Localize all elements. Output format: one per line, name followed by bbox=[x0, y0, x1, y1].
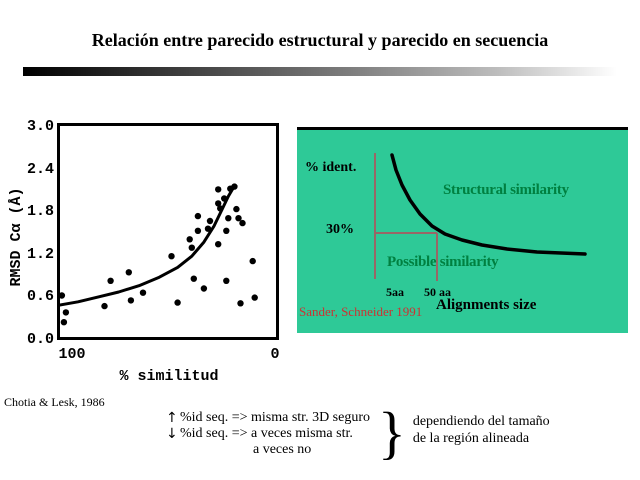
annotation-right-column: dependiendo del tamaño de la región alin… bbox=[413, 413, 550, 447]
scatter-citation: Chotia & Lesk, 1986 bbox=[4, 395, 105, 409]
scatter-data-point bbox=[101, 302, 108, 310]
y-tick-label: 2.4 bbox=[26, 160, 54, 178]
scatter-data-point bbox=[206, 217, 214, 225]
scatter-data-point bbox=[194, 212, 202, 220]
scatter-data-point bbox=[223, 277, 230, 284]
scatter-data-point bbox=[127, 297, 135, 304]
diagram-citation: Sander, Schneider 1991 bbox=[299, 304, 423, 319]
scatter-data-point bbox=[194, 227, 202, 234]
scatter-data-point bbox=[249, 257, 256, 265]
scatter-data-point bbox=[125, 269, 132, 276]
scatter-data-point bbox=[215, 186, 222, 193]
scatter-x-axis-label: % similitud bbox=[119, 368, 219, 385]
scatter-data-point bbox=[186, 236, 193, 243]
scatter-x-tick-100: 100 bbox=[58, 346, 86, 363]
scatter-data-point bbox=[215, 200, 222, 207]
diagram-threshold-label: 30% bbox=[326, 222, 354, 237]
similarity-diagram-panel: % ident. 30% Structural similarity Possi… bbox=[297, 127, 628, 333]
scatter-data-point bbox=[231, 183, 238, 190]
diagram-y-axis-label: % ident. bbox=[305, 160, 357, 175]
scatter-plot-svg bbox=[57, 183, 258, 326]
scatter-data-point bbox=[237, 300, 244, 307]
annotation-right-line-1: dependiendo del tamaño bbox=[412, 414, 550, 429]
y-tick-label: 1.2 bbox=[26, 245, 54, 263]
annotation-line-2-text: %id seq. => a veces misma str. bbox=[180, 426, 353, 441]
diagram-x-tick-5aa: 5aa bbox=[386, 285, 404, 299]
divider-gradient-bar bbox=[23, 67, 617, 76]
scatter-data-point bbox=[188, 244, 195, 251]
scatter-data-point bbox=[223, 227, 230, 234]
diagram-curve-svg bbox=[374, 153, 587, 281]
bottom-annotation: ↑ %id seq. => misma str. 3D seguro ↓ %id… bbox=[166, 400, 550, 465]
structural-similarity-label: Structural similarity bbox=[443, 182, 569, 198]
annotation-left-column: ↑ %id seq. => misma str. 3D seguro ↓ %id… bbox=[166, 410, 370, 458]
annotation-right-line-2: de la región alineada bbox=[412, 431, 530, 446]
scatter-plot-area bbox=[57, 123, 279, 340]
up-arrow-icon: ↑ bbox=[166, 410, 178, 426]
slide-title: Relación entre parecido estructural y pa… bbox=[91, 30, 549, 50]
annotation-line-1-text: %id seq. => misma str. 3D seguro bbox=[180, 410, 370, 425]
annotation-line-1: ↑ %id seq. => misma str. 3D seguro bbox=[166, 410, 370, 426]
scatter-data-point bbox=[190, 275, 197, 282]
brace-glyph: } bbox=[378, 400, 406, 465]
scatter-data-point bbox=[217, 205, 224, 212]
scatter-x-tick-0: 0 bbox=[270, 346, 280, 363]
scatter-data-point bbox=[215, 241, 222, 248]
y-tick-label: 0.6 bbox=[26, 288, 54, 306]
scatter-data-point bbox=[139, 289, 147, 296]
scatter-data-point bbox=[251, 294, 258, 301]
y-tick-label: 1.8 bbox=[26, 203, 54, 221]
scatter-data-point bbox=[168, 253, 175, 260]
y-tick-label: 3.0 bbox=[26, 118, 54, 135]
scatter-data-point bbox=[204, 225, 212, 232]
scatter-y-axis-label: RMSD Cα (Å) bbox=[8, 187, 25, 287]
annotation-line-3-text: a veces no bbox=[253, 442, 312, 457]
scatter-data-point bbox=[200, 285, 208, 292]
scatter-data-point bbox=[221, 195, 228, 202]
scatter-trend-curve bbox=[57, 183, 238, 307]
scatter-data-point bbox=[239, 219, 246, 227]
possible-similarity-label: Possible similarity bbox=[387, 254, 499, 270]
scatter-data-point bbox=[107, 277, 114, 284]
y-tick-label: 0.0 bbox=[26, 331, 54, 348]
scatter-data-point bbox=[62, 309, 70, 316]
down-arrow-icon: ↓ bbox=[166, 426, 178, 442]
scatter-data-point bbox=[235, 215, 242, 222]
identity-threshold-curve bbox=[390, 153, 587, 256]
diagram-x-tick-50aa: 50 aa bbox=[424, 285, 451, 299]
scatter-data-point bbox=[58, 292, 66, 299]
scatter-data-point bbox=[233, 205, 240, 213]
annotation-line-2: ↓ %id seq. => a veces misma str. bbox=[166, 426, 370, 442]
diagram-x-axis-label: Alignments size bbox=[436, 297, 537, 313]
scatter-data-point bbox=[60, 319, 68, 326]
scatter-data-point bbox=[174, 299, 181, 306]
scatter-data-point bbox=[225, 215, 232, 222]
